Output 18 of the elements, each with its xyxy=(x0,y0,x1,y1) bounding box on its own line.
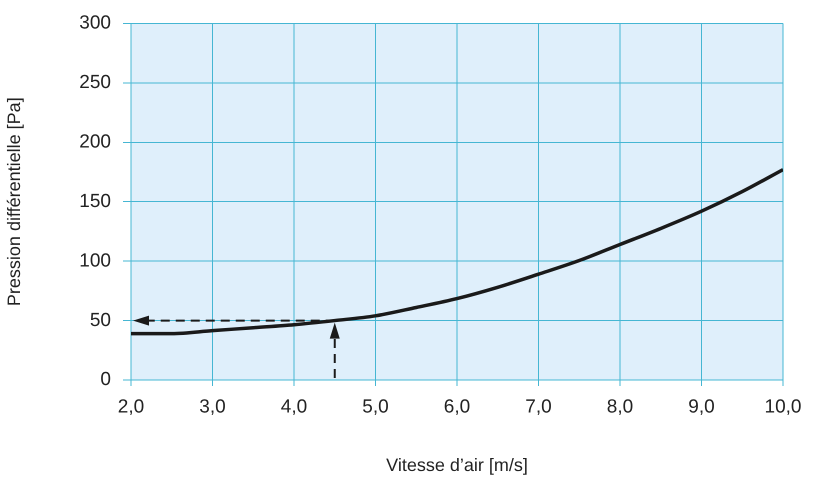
x-tick-label: 9,0 xyxy=(688,396,715,418)
y-tick-label: 0 xyxy=(100,369,111,390)
y-tick-label: 150 xyxy=(79,190,111,212)
y-tick-label: 250 xyxy=(79,72,111,94)
x-tick-label: 7,0 xyxy=(525,396,552,418)
x-tick-label: 8,0 xyxy=(606,396,634,418)
x-tick-label: 4,0 xyxy=(280,396,308,418)
x-tick-label: 5,0 xyxy=(362,396,389,418)
y-tick-label: 300 xyxy=(79,12,111,34)
x-tick-label: 3,0 xyxy=(199,396,226,418)
y-axis-title: Pression différentielle [Pa] xyxy=(4,97,24,306)
y-tick-label: 100 xyxy=(79,250,111,272)
y-tick-label: 50 xyxy=(90,310,111,331)
y-tick-label: 200 xyxy=(79,132,111,152)
x-axis-title: Vitesse d’air [m/s] xyxy=(386,455,528,476)
x-tick-label: 2,0 xyxy=(118,396,144,418)
x-tick-label: 6,0 xyxy=(444,396,470,418)
x-tick-label: 10,0 xyxy=(764,396,802,418)
